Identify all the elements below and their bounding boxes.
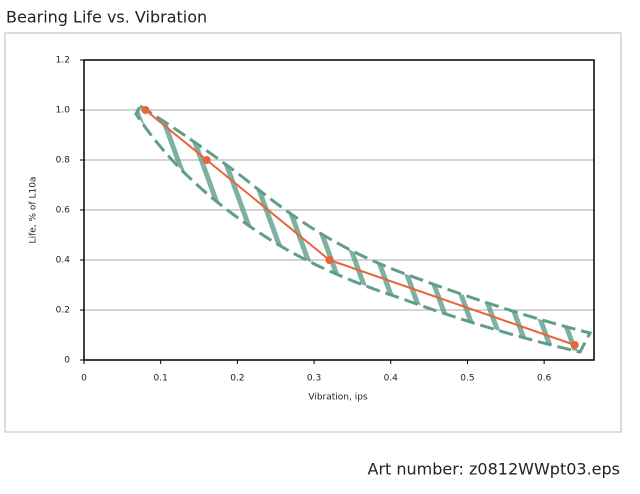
data-point	[141, 106, 150, 114]
y-tick-label: 0.8	[56, 156, 71, 166]
y-tick-label: 0.6	[56, 206, 71, 216]
x-tick-label: 0.1	[154, 374, 168, 384]
x-axis-label: Vibration, ips	[308, 393, 368, 403]
x-tick-label: 0.6	[537, 374, 552, 384]
x-tick-label: 0.4	[384, 374, 399, 384]
x-tick-label: 0.5	[460, 374, 474, 384]
grid: 0 0.2 0.4 0.6 0.8 1.0 1.2 0 0.1 0.2 0.3 0.4 0.5 0.6	[56, 56, 595, 384]
y-tick-label: 0.4	[56, 256, 71, 266]
data-point	[202, 156, 211, 164]
y-tick-label: 0.2	[56, 306, 70, 316]
x-tick-label: 0.2	[230, 374, 244, 384]
x-tick-label: 0.3	[307, 374, 321, 384]
x-tick-label: 0	[81, 374, 87, 384]
y-tick-label: 0	[64, 356, 70, 366]
y-axis-label: Life, % of L10a	[29, 177, 39, 244]
y-tick-label: 1.2	[56, 56, 70, 66]
plot-border	[83, 59, 595, 361]
tolerance-band	[134, 103, 593, 354]
data-point	[325, 256, 334, 264]
chart-title: Bearing Life vs. Vibration	[6, 8, 207, 27]
series-line	[144, 109, 576, 346]
footer: Art number: z0812WWpt03.eps	[368, 460, 621, 479]
data-point	[570, 341, 579, 349]
y-tick-label: 1.0	[56, 106, 71, 116]
plot	[141, 106, 579, 349]
